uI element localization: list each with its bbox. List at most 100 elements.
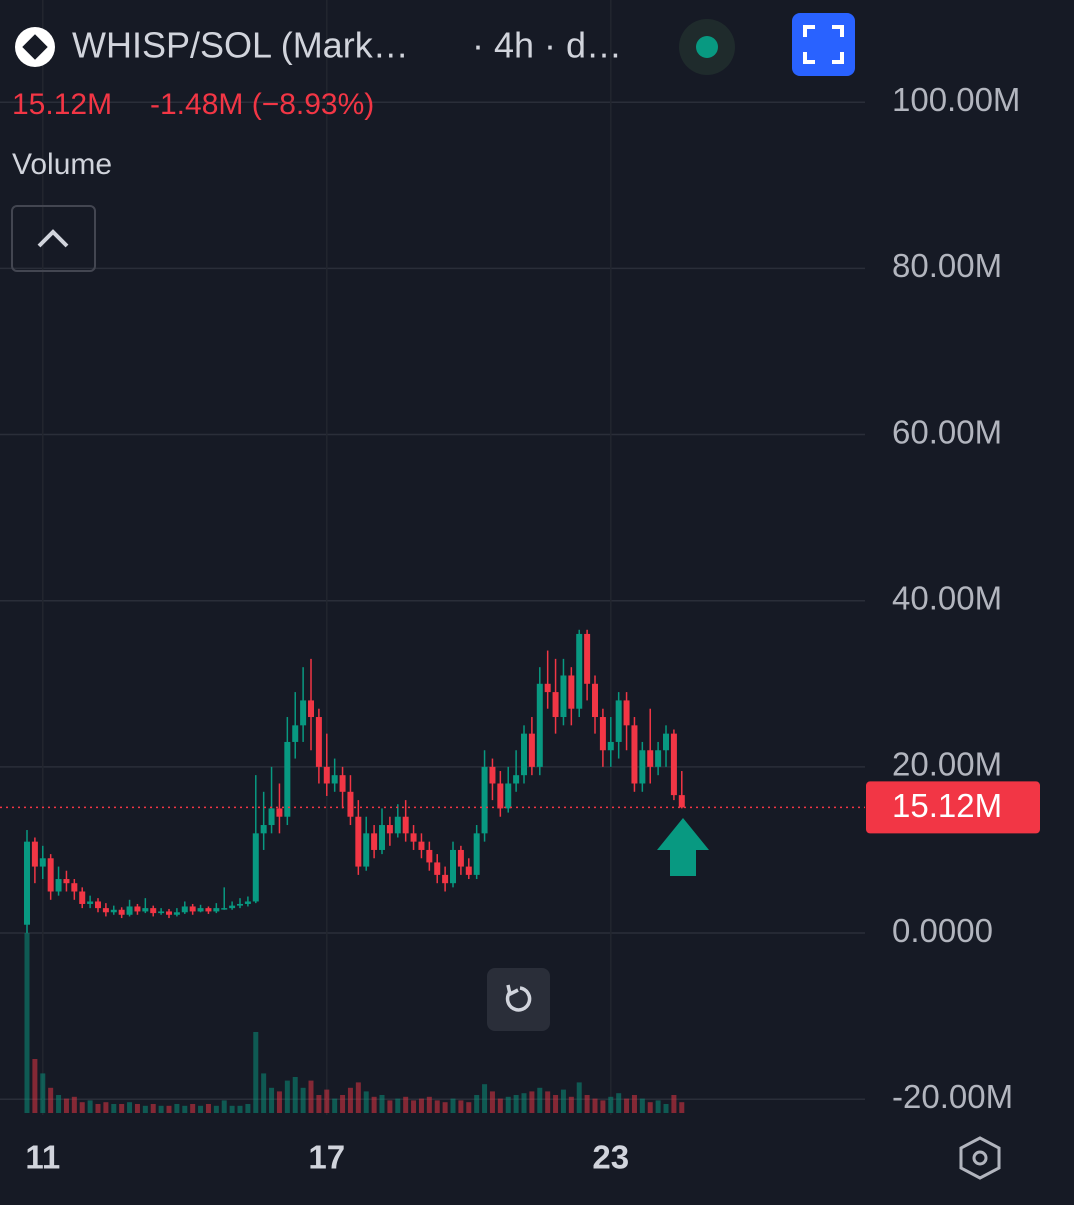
volume-bar bbox=[363, 1091, 369, 1113]
volume-bar bbox=[545, 1091, 551, 1113]
candle-body bbox=[323, 766, 330, 784]
candles bbox=[24, 629, 685, 934]
candle-body bbox=[497, 783, 504, 809]
volume-bar bbox=[253, 1032, 259, 1113]
candle-body bbox=[260, 825, 267, 834]
candle-body bbox=[173, 912, 180, 915]
candle-body bbox=[189, 906, 196, 912]
candle-body bbox=[434, 862, 441, 875]
volume-bar bbox=[616, 1093, 622, 1113]
candle-body bbox=[213, 908, 220, 912]
candle-body bbox=[331, 775, 338, 784]
volume-bar bbox=[276, 1091, 282, 1113]
interval: · 4h · d… bbox=[472, 25, 622, 66]
candle-body bbox=[371, 833, 378, 850]
volume-bar bbox=[63, 1098, 69, 1113]
volume-bar bbox=[245, 1104, 251, 1113]
candle-body bbox=[576, 633, 583, 709]
reset-button[interactable] bbox=[487, 968, 550, 1031]
candle-body bbox=[410, 833, 417, 842]
volume-bar bbox=[450, 1098, 456, 1113]
candle-body bbox=[489, 766, 496, 784]
candle-body bbox=[599, 717, 606, 751]
volume-bar bbox=[418, 1098, 424, 1113]
candle-body bbox=[426, 849, 433, 863]
volume-bar bbox=[127, 1102, 133, 1113]
candle-body bbox=[221, 908, 228, 910]
volume-pane bbox=[24, 933, 685, 1113]
volume-bar bbox=[434, 1100, 440, 1113]
volume-bar bbox=[489, 1091, 495, 1113]
volume-bar bbox=[513, 1095, 519, 1113]
fullscreen-button[interactable] bbox=[792, 13, 855, 76]
candle-body bbox=[663, 733, 670, 751]
volume-bar bbox=[671, 1095, 677, 1113]
price-change: -1.48M (−8.93%) bbox=[150, 88, 374, 121]
settings-button[interactable] bbox=[959, 1136, 1001, 1180]
volume-bar bbox=[87, 1100, 93, 1113]
collapse-button[interactable] bbox=[11, 205, 96, 272]
candle-body bbox=[292, 725, 299, 742]
volume-bar bbox=[442, 1102, 448, 1113]
volume-bar bbox=[324, 1089, 330, 1113]
candle-body bbox=[560, 675, 567, 718]
x-tick-label: 11 bbox=[25, 1139, 60, 1176]
candle-body bbox=[465, 866, 472, 875]
candle-body bbox=[544, 683, 551, 693]
candle-body bbox=[623, 700, 630, 726]
candle-body bbox=[678, 795, 685, 808]
volume-bar bbox=[221, 1100, 227, 1113]
volume-bar bbox=[395, 1098, 401, 1113]
volume-bar bbox=[505, 1096, 511, 1113]
volume-bar bbox=[663, 1104, 669, 1113]
candle-body bbox=[655, 750, 662, 767]
volume-bar bbox=[426, 1096, 432, 1113]
candle-body bbox=[670, 733, 677, 796]
candle-body bbox=[513, 775, 520, 784]
candle-body bbox=[134, 906, 141, 912]
volume-bar bbox=[269, 1087, 275, 1113]
symbol-icon bbox=[15, 27, 55, 67]
volume-bar bbox=[158, 1105, 164, 1113]
candle-body bbox=[55, 879, 62, 892]
candle-body bbox=[252, 833, 259, 902]
candle-body bbox=[31, 841, 38, 867]
candle-body bbox=[355, 816, 362, 867]
candle-body bbox=[639, 750, 646, 784]
volume-bar bbox=[371, 1096, 377, 1113]
volume-bar bbox=[403, 1096, 409, 1113]
volume-bar bbox=[48, 1087, 54, 1113]
last-price-axis-label: 15.12M bbox=[892, 787, 1002, 824]
candle-body bbox=[110, 909, 117, 913]
volume-bar bbox=[482, 1084, 488, 1113]
candle-body bbox=[95, 901, 102, 909]
candle-body bbox=[71, 883, 78, 892]
candle-body bbox=[568, 675, 575, 709]
volume-bar bbox=[340, 1095, 346, 1113]
candle-body bbox=[536, 683, 543, 767]
candle-body bbox=[473, 833, 480, 875]
volume-bar bbox=[568, 1096, 574, 1113]
candle-body bbox=[142, 908, 149, 912]
candle-body bbox=[418, 841, 425, 850]
volume-bar bbox=[631, 1095, 637, 1113]
y-tick-label: 20.00M bbox=[892, 746, 1002, 783]
x-tick-label: 17 bbox=[308, 1139, 345, 1176]
volume-bar bbox=[466, 1102, 472, 1113]
volume-bar bbox=[655, 1100, 661, 1113]
volume-bar bbox=[213, 1105, 219, 1113]
candle-body bbox=[521, 733, 528, 776]
status-dot bbox=[696, 36, 718, 58]
candle-body bbox=[276, 808, 283, 817]
candle-body bbox=[268, 808, 275, 826]
candle-body bbox=[607, 741, 614, 751]
candle-body bbox=[528, 733, 535, 767]
volume-bar bbox=[32, 1059, 38, 1113]
volume-bar bbox=[474, 1095, 480, 1113]
volume-bar bbox=[458, 1100, 464, 1113]
candle-body bbox=[118, 909, 125, 915]
volume-bar bbox=[647, 1102, 653, 1113]
candle-body bbox=[166, 911, 173, 915]
candle-body bbox=[79, 891, 86, 904]
symbol-title: WHISP/SOL (Mark… bbox=[72, 25, 409, 66]
